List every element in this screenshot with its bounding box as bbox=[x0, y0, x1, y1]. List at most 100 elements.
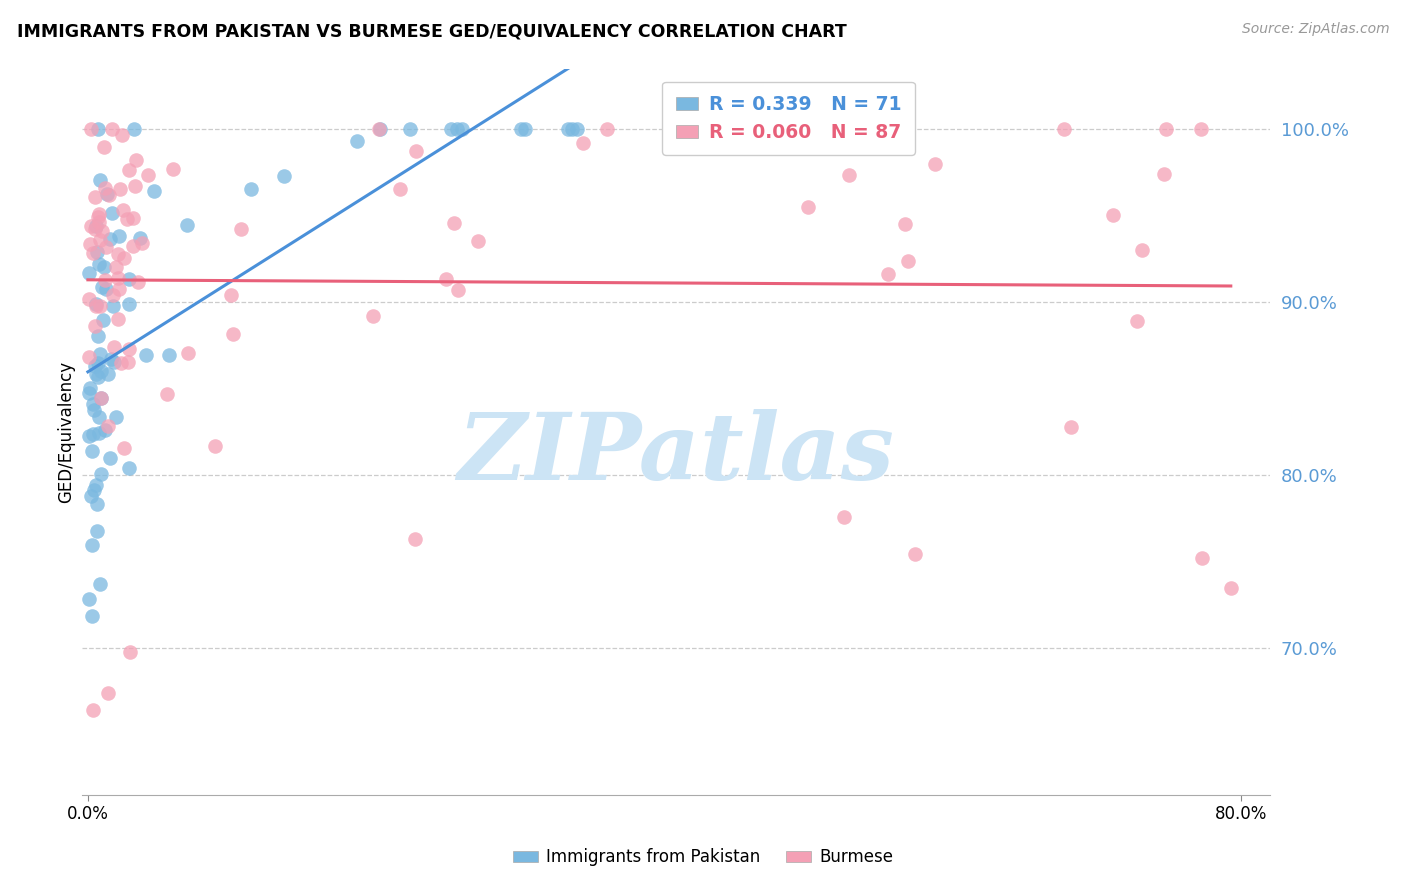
Text: IMMIGRANTS FROM PAKISTAN VS BURMESE GED/EQUIVALENCY CORRELATION CHART: IMMIGRANTS FROM PAKISTAN VS BURMESE GED/… bbox=[17, 22, 846, 40]
Point bbox=[82, 443, 104, 458]
Point bbox=[112, 202, 135, 217]
Point bbox=[136, 168, 159, 182]
Legend: R = 0.339   N = 71, R = 0.060   N = 87: R = 0.339 N = 71, R = 0.060 N = 87 bbox=[662, 81, 915, 155]
Point bbox=[157, 348, 180, 362]
Point bbox=[87, 328, 110, 343]
Y-axis label: GED/Equivalency: GED/Equivalency bbox=[58, 360, 75, 503]
Point bbox=[101, 206, 124, 220]
Point bbox=[87, 122, 110, 136]
Point bbox=[118, 342, 141, 356]
Point bbox=[404, 533, 426, 547]
Point bbox=[100, 122, 122, 136]
Point bbox=[561, 122, 583, 136]
Point bbox=[98, 232, 121, 246]
Text: Source: ZipAtlas.com: Source: ZipAtlas.com bbox=[1241, 22, 1389, 37]
Point bbox=[79, 266, 101, 280]
Point bbox=[204, 439, 226, 453]
Point bbox=[122, 211, 145, 225]
Point bbox=[443, 216, 465, 230]
Point bbox=[96, 186, 118, 201]
Point bbox=[86, 497, 108, 511]
Point bbox=[368, 122, 391, 136]
Point bbox=[112, 441, 135, 455]
Point bbox=[118, 163, 141, 178]
Point bbox=[82, 397, 104, 411]
Point bbox=[1102, 208, 1125, 222]
Point bbox=[82, 245, 104, 260]
Point bbox=[87, 369, 110, 384]
Point bbox=[101, 287, 124, 301]
Point bbox=[135, 347, 157, 361]
Point bbox=[1219, 581, 1241, 595]
Point bbox=[346, 134, 368, 148]
Point bbox=[94, 423, 117, 437]
Point bbox=[90, 364, 112, 378]
Point bbox=[83, 319, 105, 334]
Point bbox=[79, 237, 101, 252]
Point bbox=[86, 524, 108, 538]
Point bbox=[440, 122, 463, 136]
Point bbox=[131, 236, 153, 251]
Point bbox=[110, 356, 132, 370]
Point bbox=[89, 233, 111, 247]
Point bbox=[128, 231, 150, 245]
Point bbox=[79, 429, 101, 443]
Point bbox=[162, 161, 184, 176]
Point bbox=[388, 182, 411, 196]
Point bbox=[105, 409, 128, 424]
Point bbox=[84, 359, 107, 374]
Point bbox=[1132, 244, 1154, 258]
Point bbox=[447, 283, 470, 297]
Point bbox=[100, 351, 122, 366]
Point bbox=[832, 509, 855, 524]
Point bbox=[405, 144, 427, 158]
Point bbox=[94, 273, 117, 287]
Point bbox=[80, 122, 103, 136]
Point bbox=[1156, 122, 1178, 136]
Point bbox=[96, 368, 118, 382]
Point bbox=[97, 419, 120, 434]
Point bbox=[90, 467, 112, 482]
Point bbox=[127, 275, 149, 289]
Point bbox=[446, 122, 468, 136]
Point bbox=[103, 355, 125, 369]
Point bbox=[176, 218, 198, 232]
Point bbox=[87, 257, 110, 271]
Point bbox=[117, 354, 139, 368]
Point bbox=[467, 235, 489, 249]
Point bbox=[103, 340, 125, 354]
Point bbox=[361, 310, 384, 324]
Point bbox=[84, 299, 107, 313]
Point bbox=[107, 312, 129, 326]
Point bbox=[118, 271, 141, 285]
Point bbox=[513, 122, 536, 136]
Point bbox=[118, 297, 141, 311]
Point bbox=[924, 157, 946, 171]
Point bbox=[1189, 122, 1212, 136]
Point bbox=[122, 238, 145, 252]
Point bbox=[96, 281, 118, 295]
Point bbox=[84, 190, 107, 204]
Point bbox=[94, 240, 117, 254]
Point bbox=[93, 140, 115, 154]
Point bbox=[565, 122, 588, 136]
Point bbox=[103, 299, 125, 313]
Point bbox=[91, 312, 114, 326]
Point bbox=[1191, 550, 1213, 565]
Point bbox=[84, 221, 107, 235]
Point bbox=[177, 346, 200, 360]
Point bbox=[572, 136, 595, 151]
Point bbox=[124, 179, 146, 194]
Point bbox=[98, 188, 121, 202]
Point bbox=[399, 122, 422, 136]
Point bbox=[84, 297, 107, 311]
Point bbox=[93, 181, 115, 195]
Point bbox=[219, 288, 242, 302]
Point bbox=[90, 391, 112, 405]
Point bbox=[107, 270, 129, 285]
Point bbox=[86, 356, 108, 370]
Point bbox=[79, 292, 101, 306]
Point bbox=[84, 367, 107, 381]
Point bbox=[897, 253, 920, 268]
Point bbox=[273, 169, 295, 184]
